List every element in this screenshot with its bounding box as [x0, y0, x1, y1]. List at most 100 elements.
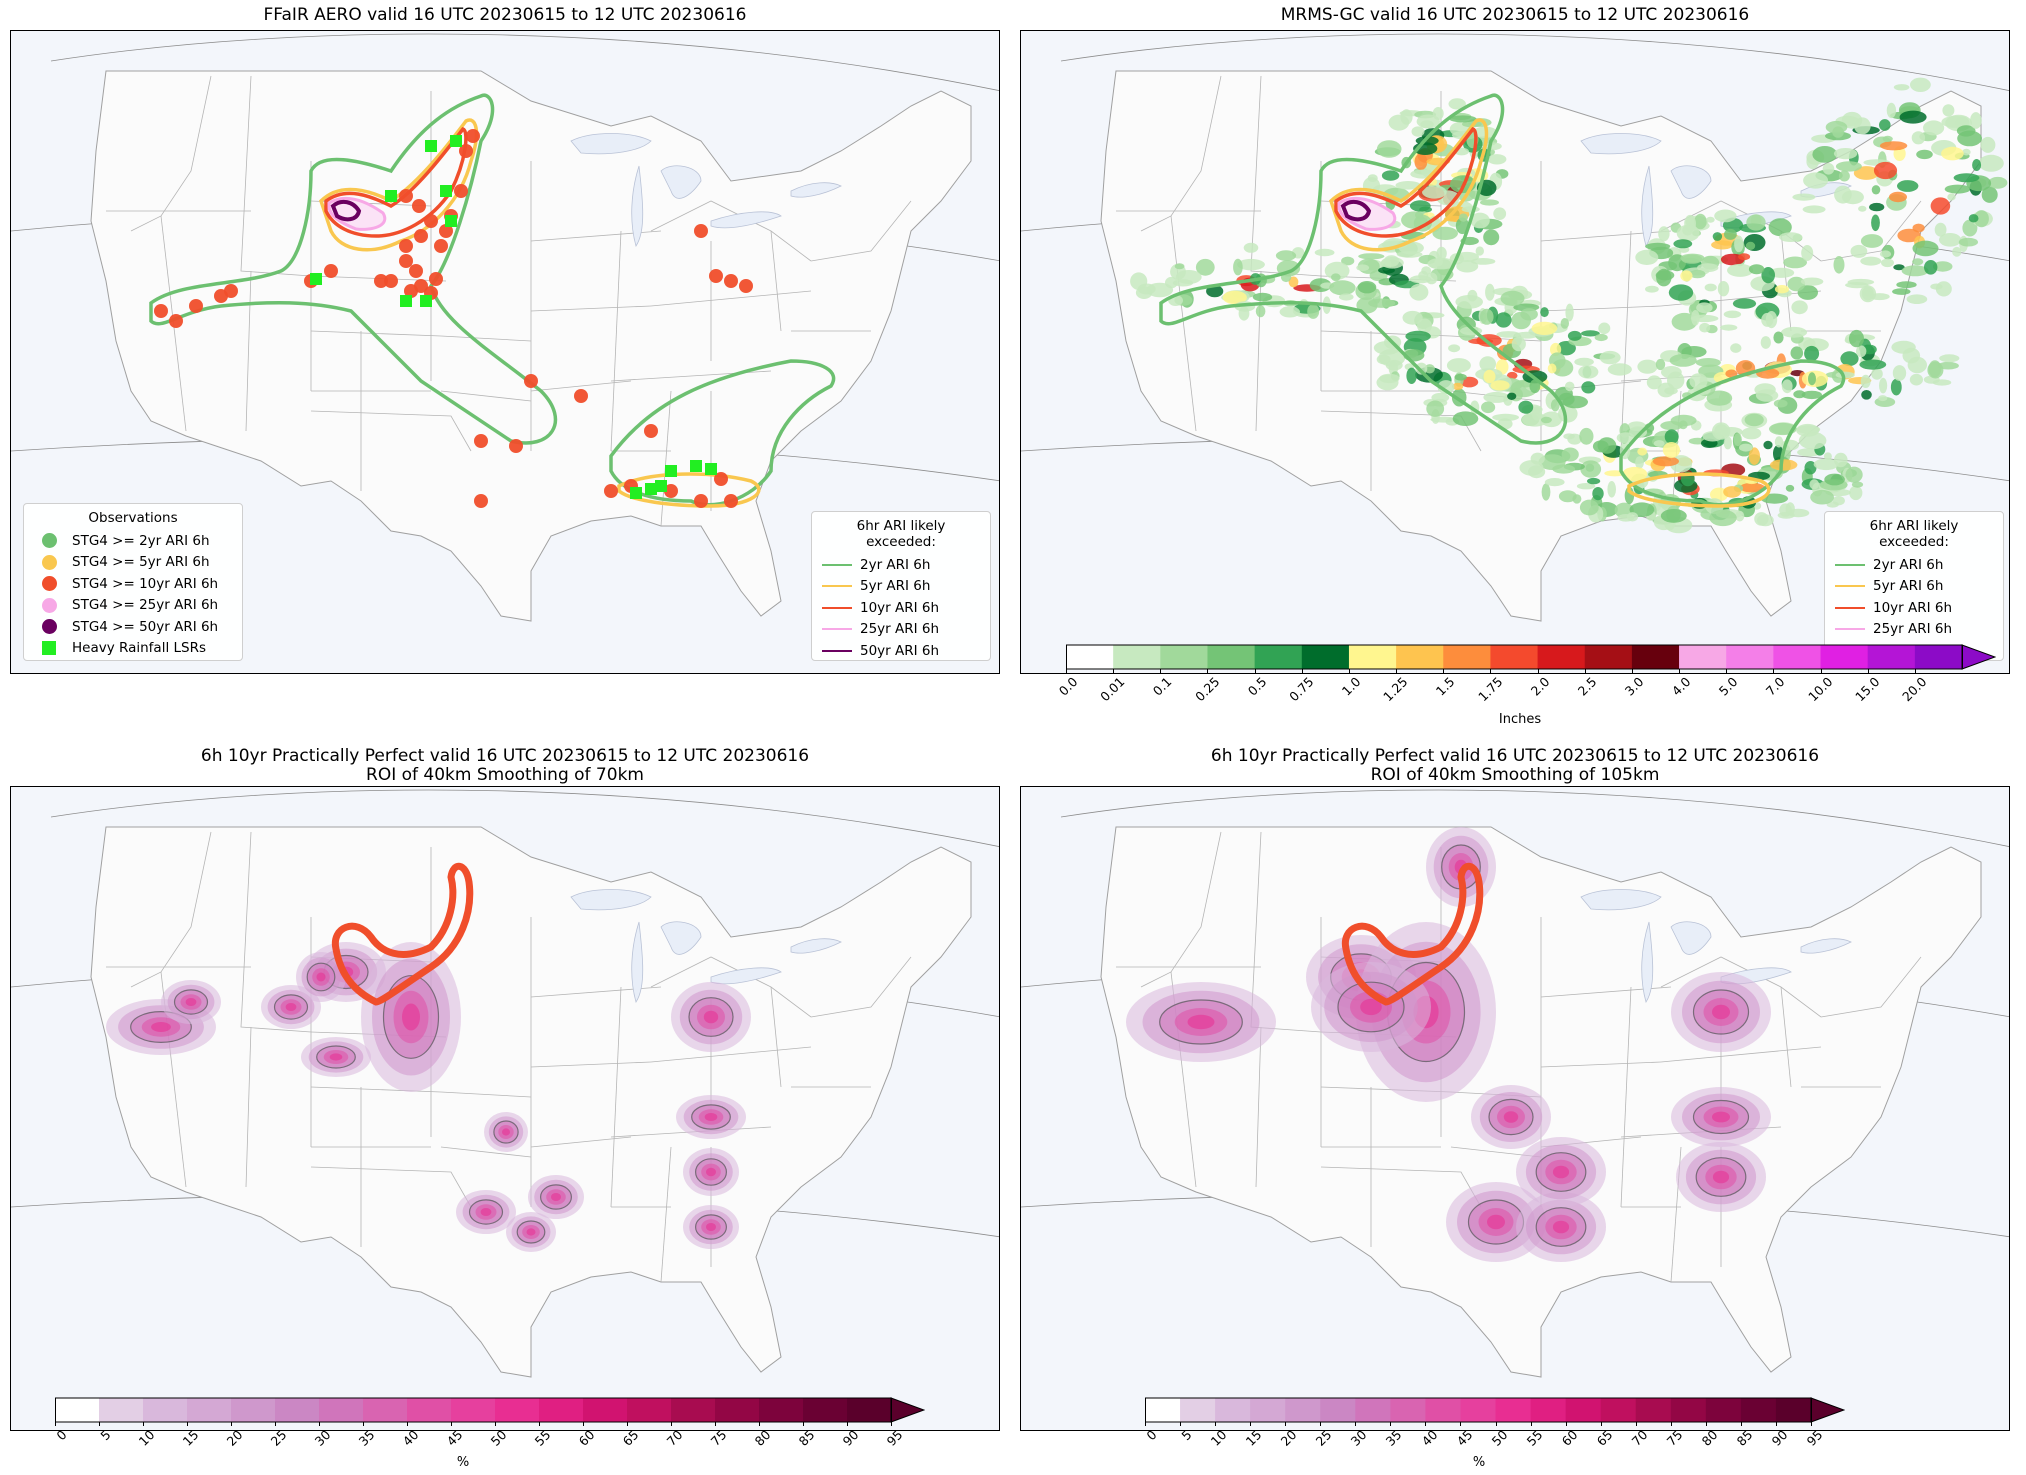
- probability-contour-line: [1535, 1207, 1587, 1247]
- precip-cell: [1822, 163, 1835, 175]
- colorbar-tick-mark: [715, 1422, 716, 1426]
- precip-cell: [1314, 248, 1335, 257]
- precip-cell: [1723, 486, 1741, 498]
- panel-title-pp70-line2: ROI of 40km Smoothing of 70km: [366, 765, 644, 785]
- lsr-reports: [310, 135, 717, 499]
- colorbar-segment: [1530, 1398, 1567, 1422]
- precip-cell: [1550, 399, 1560, 412]
- colorbar-tick-mark: [99, 1422, 100, 1426]
- precip-cell: [1860, 374, 1871, 388]
- state-border: [440, 1146, 532, 1158]
- precip-cell: [1970, 112, 1982, 129]
- precip-cell: [1551, 359, 1574, 377]
- colorbar-segment: [1584, 645, 1633, 669]
- legend-line-swatch: [1835, 628, 1865, 631]
- state-border: [1170, 215, 1197, 432]
- colorbar-tick-mark: [1396, 669, 1398, 673]
- ari-legend-item: 5yr ARI 6h: [1835, 576, 1993, 598]
- precip-cell: [1673, 239, 1693, 249]
- probability-contour-line: [1535, 1152, 1587, 1192]
- precip-cell: [1449, 115, 1477, 123]
- graticule-line: [50, 33, 999, 92]
- colorbar-tick-label: 65: [619, 1427, 642, 1449]
- colorbar-tick-label: 0.75: [1286, 674, 1317, 705]
- precip-cell: [1832, 496, 1845, 506]
- precip-cell: [1206, 285, 1224, 298]
- precip-cell: [1746, 214, 1766, 231]
- colorbar-segment: [627, 1398, 672, 1422]
- precip-cell: [1396, 251, 1423, 258]
- colorbar-segment: [1443, 645, 1491, 669]
- colorbar-tick-mark: [1726, 669, 1728, 673]
- precip-cell: [1783, 256, 1807, 269]
- probability-contour-line: [130, 1011, 192, 1044]
- ari-legend-title: 6hr ARI likely exceeded:: [1869, 518, 1959, 550]
- colorbar-tick-label: 4.0: [1668, 674, 1694, 699]
- probability-contour-fill: [1712, 1111, 1730, 1123]
- map-canvas-ffair: [11, 33, 999, 622]
- colorbar-segment: [495, 1398, 540, 1422]
- precip-cell: [1381, 257, 1404, 269]
- precip-cell: [1495, 312, 1512, 328]
- colorbar-segment: [1600, 1398, 1637, 1422]
- great-lake: [570, 889, 652, 911]
- precip-cell: [1932, 261, 1953, 272]
- precip-cell: [1871, 185, 1881, 195]
- precip-cell: [1892, 288, 1911, 295]
- probability-contour-line: [694, 1158, 727, 1186]
- precip-cell: [1834, 185, 1852, 204]
- ari-legend-item: 50yr ARI 6h: [822, 640, 980, 662]
- great-lake: [660, 165, 702, 199]
- colorbar-segment: [1867, 645, 1916, 669]
- stg4-10yr-exceedance-point: [429, 272, 443, 286]
- precip-cell: [1458, 213, 1468, 222]
- colorbar-tick-label: 15: [1242, 1427, 1265, 1449]
- legend-line-swatch: [822, 628, 852, 631]
- precip-cell: [1924, 260, 1938, 275]
- colorbar-tick-mark: [1495, 1422, 1497, 1426]
- colorbar-segment: [1775, 1398, 1812, 1422]
- colorbar-tick-mark: [275, 1422, 276, 1426]
- legend-item-label: STG4 >= 2yr ARI 6h: [72, 532, 210, 549]
- probability-contour-fill: [704, 1113, 718, 1121]
- precip-cell: [1800, 277, 1824, 286]
- colorbar-tick-label: 15: [179, 1427, 202, 1449]
- state-border: [1780, 230, 1792, 332]
- colorbar-tick-label: 95: [1803, 1427, 1826, 1449]
- precip-cell: [1664, 387, 1678, 395]
- colorbar-tick-mark: [1530, 1422, 1532, 1426]
- precip-cell: [1832, 126, 1844, 138]
- colorbar-segment: [1180, 1398, 1216, 1422]
- colorbar-segment: [1631, 645, 1680, 669]
- precip-cell: [1781, 326, 1808, 338]
- colorbar-tick-label: 70: [1628, 1427, 1651, 1449]
- precip-cell: [1579, 499, 1599, 516]
- precip-cell: [1531, 321, 1558, 335]
- colorbar-tick-label: 55: [531, 1427, 554, 1449]
- state-border: [650, 290, 812, 307]
- precip-cell: [1483, 369, 1496, 384]
- precip-cell: [1195, 258, 1215, 276]
- precip-cell: [1680, 270, 1693, 282]
- colorbar-tick-label: 75: [707, 1427, 730, 1449]
- precip-cell: [1540, 416, 1552, 424]
- precip-cell: [1804, 461, 1817, 475]
- colorbar-segment: [1348, 645, 1397, 669]
- precip-cell: [1574, 357, 1594, 366]
- colorbar-segment: [407, 1398, 452, 1422]
- colorbar-tick-mark: [1705, 1422, 1707, 1426]
- precip-cell: [1808, 372, 1816, 386]
- colorbar-frame: [1066, 644, 1963, 670]
- legend-item-label: STG4 >= 5yr ARI 6h: [72, 554, 210, 571]
- precip-cell: [1579, 427, 1594, 445]
- colorbar-tick-label: 3.0: [1621, 674, 1647, 699]
- probability-contour-fill: [703, 1010, 719, 1024]
- colorbar-segment: [319, 1398, 364, 1422]
- state-border: [1140, 75, 1222, 232]
- stg4-10yr-exceedance-point: [474, 494, 488, 508]
- legend-item-label: Heavy Rainfall LSRs: [72, 640, 206, 657]
- precip-cell: [1518, 400, 1534, 414]
- colorbar-tick-mark: [1490, 669, 1492, 673]
- precip-cell: [1452, 382, 1464, 390]
- colorbar-tick-mark: [1631, 669, 1633, 673]
